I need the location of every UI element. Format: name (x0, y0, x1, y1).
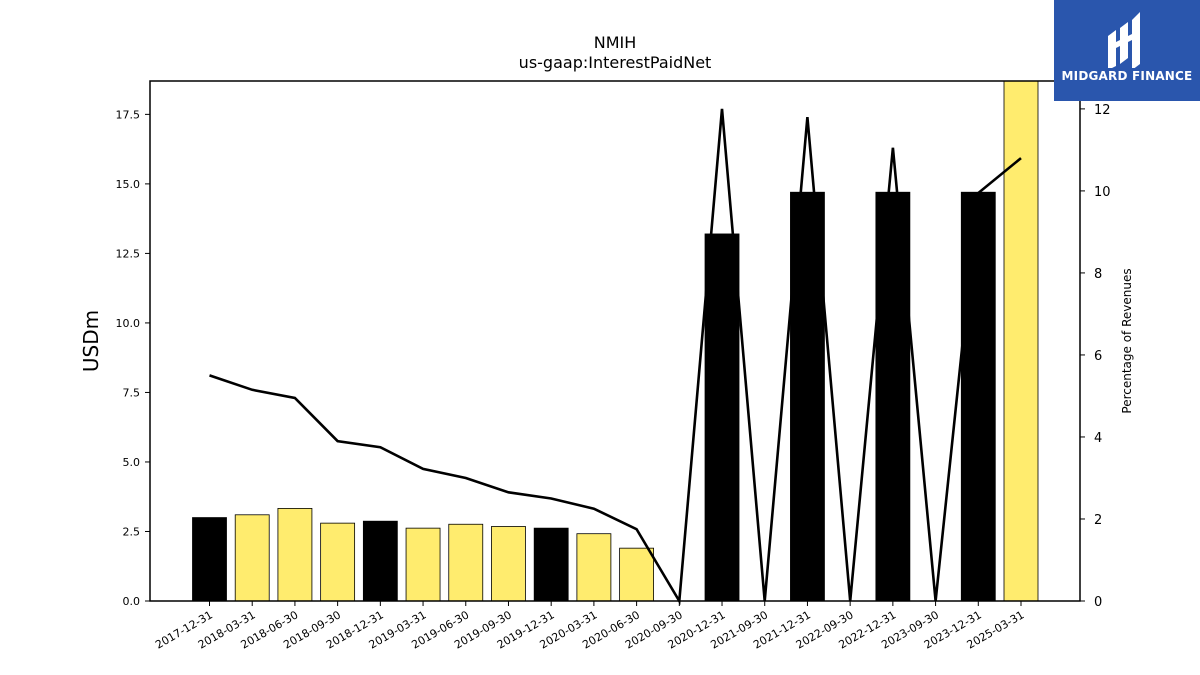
y2-axis-label: Percentage of Revenues (1120, 268, 1134, 413)
bar-2018-09-30 (320, 522, 356, 602)
y-tick-label: 12.5 (116, 247, 141, 260)
bar-layer (192, 80, 1039, 602)
y-tick-label: 2.5 (123, 525, 141, 538)
bar-2023-12-31 (960, 191, 996, 602)
line-layer (209, 108, 1022, 606)
brand-logo: MIDGARD FINANCE (1054, 0, 1200, 101)
midgard-logo-icon (1108, 12, 1140, 68)
bar-2020-12-31 (704, 233, 740, 602)
bar-2018-03-31 (234, 514, 270, 602)
y-axis-label: USDm (79, 310, 103, 372)
logo-text: MIDGARD FINANCE (1061, 69, 1193, 83)
bar-2020-06-30 (619, 547, 655, 602)
bar-2020-03-31 (576, 533, 612, 602)
chart-title: NMIH (594, 33, 637, 52)
y2-tick-label: 0 (1094, 595, 1102, 610)
y2-tick-label: 12 (1094, 103, 1111, 118)
y-tick-label: 0.0 (123, 595, 141, 608)
y-tick-label: 5.0 (123, 456, 141, 469)
bar-2017-12-31 (192, 517, 227, 602)
bar-2019-06-30 (448, 523, 484, 602)
percentage-line (209, 108, 1022, 606)
bar-2022-12-31 (875, 191, 911, 602)
bar-2018-06-30 (277, 508, 313, 602)
y-tick-label: 7.5 (123, 386, 141, 399)
y2-tick-label: 8 (1094, 267, 1102, 282)
y-tick-label: 17.5 (116, 108, 141, 121)
y-tick-label: 10.0 (116, 317, 141, 330)
bar-2018-12-31 (362, 520, 398, 602)
plot-frame (149, 80, 1081, 602)
chart-subtitle: us-gaap:InterestPaidNet (519, 53, 712, 72)
bar-2019-03-31 (405, 527, 441, 602)
bar-2019-12-31 (533, 527, 569, 602)
y2-tick-label: 10 (1094, 185, 1111, 200)
y2-tick-label: 2 (1094, 513, 1102, 528)
bar-2019-09-30 (491, 526, 526, 602)
y2-tick-label: 4 (1094, 431, 1102, 446)
y-tick-label: 15.0 (116, 178, 141, 191)
y2-tick-label: 6 (1094, 349, 1102, 364)
